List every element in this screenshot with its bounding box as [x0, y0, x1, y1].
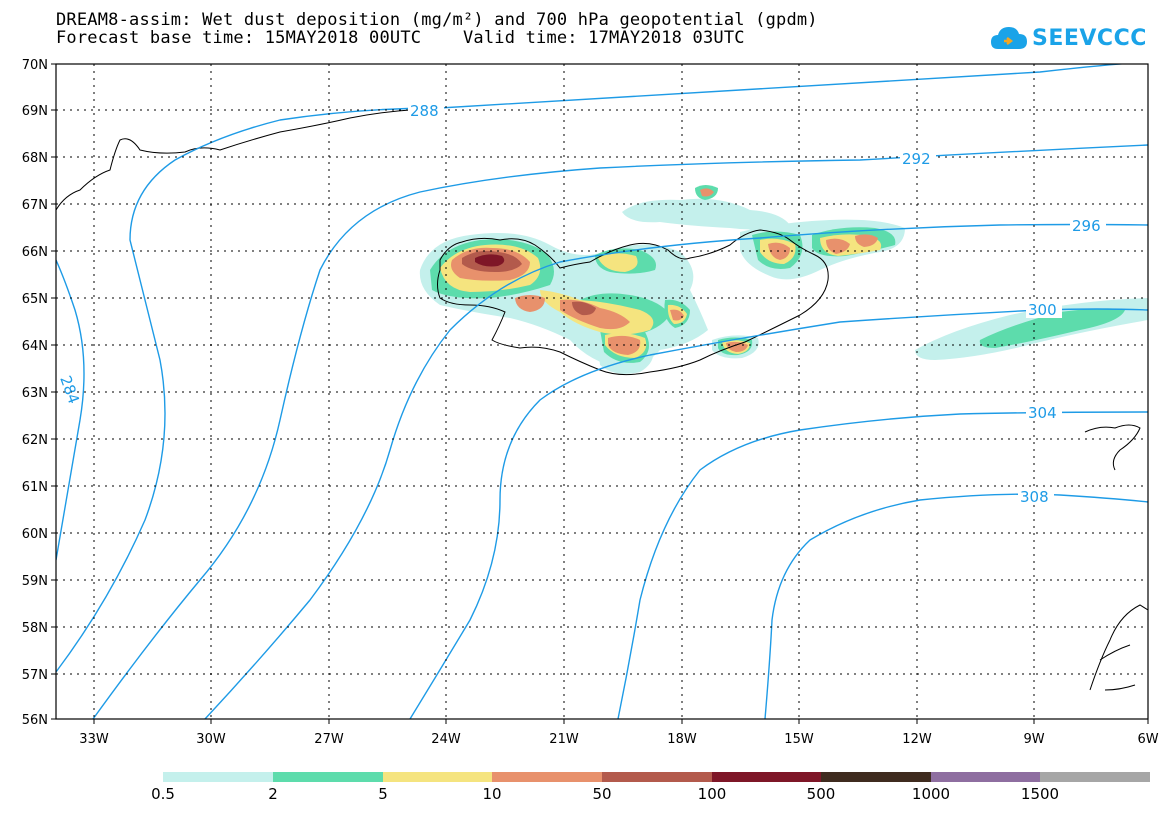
legend-label-0.5: 0.5 [151, 785, 175, 803]
lon-label-21w: 21W [549, 732, 579, 747]
lon-label-6w: 6W [1137, 732, 1158, 747]
legend-label-1500: 1500 [1020, 785, 1060, 803]
lat-label-58n: 58N [22, 621, 48, 636]
map-subtitle-times: Forecast base time: 15MAY2018 00UTC Vali… [56, 28, 745, 48]
contour-label-308: 308 [1020, 488, 1049, 506]
legend-swatch-3 [492, 772, 602, 782]
seevccc-logo: SEEVCCC [990, 20, 1147, 56]
lon-label-15w: 15W [784, 732, 814, 747]
lat-label-61n: 61N [22, 480, 48, 495]
latitude-labels: 70N 69N 68N 67N 66N 65N 64N 63N 62N 61N … [22, 58, 48, 728]
lat-label-60n: 60N [22, 527, 48, 542]
legend-label-2: 2 [268, 785, 278, 803]
legend-label-500: 500 [806, 785, 836, 803]
lon-label-24w: 24W [431, 732, 461, 747]
lat-label-56n: 56N [22, 713, 48, 728]
legend-label-10: 10 [482, 785, 502, 803]
lon-label-27w: 27W [314, 732, 344, 747]
legend-swatch-1 [273, 772, 383, 782]
lon-label-30w: 30W [196, 732, 226, 747]
legend-swatch-0 [163, 772, 273, 782]
lat-label-68n: 68N [22, 151, 48, 166]
graticule [56, 64, 1148, 719]
axis-ticks [51, 63, 1149, 724]
legend-label-100: 100 [697, 785, 727, 803]
lat-label-59n: 59N [22, 574, 48, 589]
map-title: DREAM8-assim: Wet dust deposition (mg/m²… [56, 10, 818, 30]
lat-label-69n: 69N [22, 104, 48, 119]
legend-swatch-6 [821, 772, 931, 782]
lat-label-65n: 65N [22, 292, 48, 307]
coastlines [56, 108, 1148, 691]
lat-label-62n: 62N [22, 433, 48, 448]
geopotential-contours [56, 64, 1148, 719]
legend-swatch-7 [931, 772, 1040, 782]
lon-label-18w: 18W [667, 732, 697, 747]
contour-labels: 288 292 296 300 304 308 284 [56, 102, 1106, 506]
contour-label-300: 300 [1028, 301, 1057, 319]
logo-text: SEEVCCC [1032, 25, 1147, 51]
legend-label-1000: 1000 [911, 785, 951, 803]
lat-label-64n: 64N [22, 339, 48, 354]
legend-label-50: 50 [592, 785, 612, 803]
dust-deposition-fields [419, 185, 1148, 374]
lon-label-9w: 9W [1023, 732, 1044, 747]
legend-label-5: 5 [378, 785, 388, 803]
color-legend-bar [163, 772, 1150, 782]
contour-label-296: 296 [1072, 217, 1101, 235]
lat-label-66n: 66N [22, 245, 48, 260]
lat-label-63n: 63N [22, 386, 48, 401]
contour-label-304: 304 [1028, 404, 1057, 422]
legend-swatch-5 [712, 772, 821, 782]
legend-swatch-2 [383, 772, 492, 782]
longitude-labels: 33W 30W 27W 24W 21W 18W 15W 12W 9W 6W [79, 732, 1158, 747]
contour-label-288: 288 [410, 102, 439, 120]
contour-label-284: 284 [56, 373, 83, 406]
legend-swatch-4 [602, 772, 712, 782]
lat-label-57n: 57N [22, 668, 48, 683]
legend-swatch-8 [1040, 772, 1150, 782]
cloud-icon [991, 27, 1027, 49]
lat-label-67n: 67N [22, 198, 48, 213]
lon-label-33w: 33W [79, 732, 109, 747]
lat-label-70n: 70N [22, 58, 48, 73]
lon-label-12w: 12W [902, 732, 932, 747]
contour-label-292: 292 [902, 150, 931, 168]
